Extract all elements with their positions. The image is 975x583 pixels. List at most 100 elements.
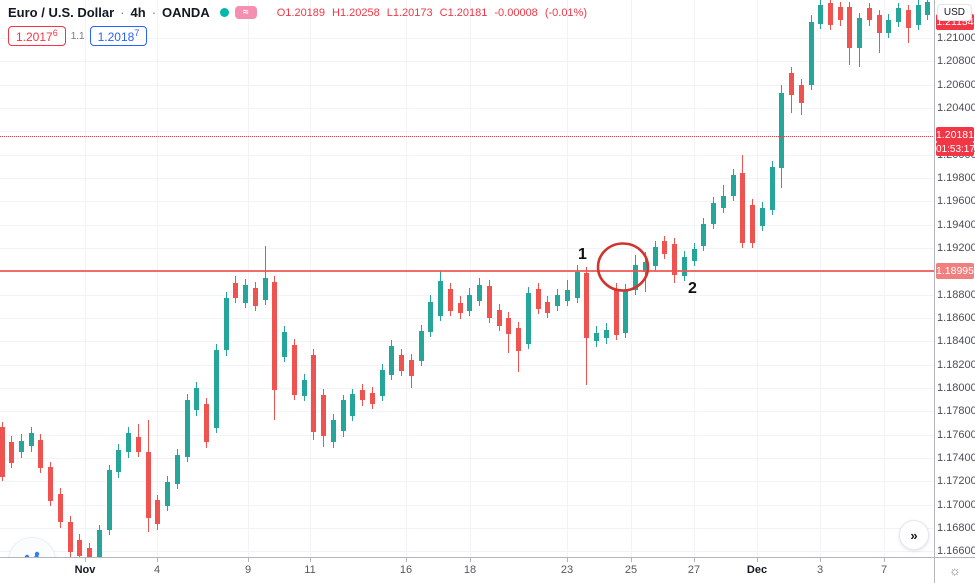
candle-body	[467, 295, 473, 311]
candle-body	[389, 346, 395, 375]
candle-body	[672, 244, 678, 275]
candle-body	[145, 452, 151, 518]
buy-ask-button[interactable]: 1.20187	[89, 26, 148, 46]
candle-body	[633, 265, 639, 290]
candle-body	[77, 540, 83, 556]
horizontal-gridline	[0, 38, 935, 39]
time-label: 9	[244, 564, 252, 576]
horizontal-gridline	[0, 551, 935, 552]
notification-badge-icon[interactable]: ≈	[234, 6, 257, 19]
price-axis[interactable]: USD 1.21154 1.20181 01:53:17 1.18995 1.2…	[934, 0, 975, 558]
price-tick: 1.19200	[937, 242, 975, 254]
candle-body	[652, 247, 658, 266]
vertical-gridline	[884, 0, 885, 558]
time-axis[interactable]: Nov 4 9 11 16 18 23 25 27 Dec 3 7	[0, 557, 935, 583]
horizontal-gridline	[0, 155, 935, 156]
market-status-dot-icon[interactable]	[219, 8, 229, 17]
candle-body	[379, 370, 385, 396]
sell-bid-button[interactable]: 1.20176	[8, 26, 66, 46]
ohlc-readout: O1.20189 H1.20258 L1.20173 C1.20181 -0.0…	[277, 7, 587, 19]
candle-body	[135, 437, 141, 452]
bar-countdown-timer: 01:53:17	[936, 142, 975, 156]
candle-body	[369, 393, 375, 404]
horizontal-gridline	[0, 318, 935, 319]
vertical-gridline	[820, 0, 821, 558]
candle-body	[584, 273, 590, 338]
candle-body	[750, 205, 756, 243]
time-tick	[567, 558, 568, 562]
candle-body	[896, 8, 902, 22]
candle-body	[204, 404, 210, 442]
candle-body	[915, 5, 921, 25]
horizontal-gridline	[0, 388, 935, 389]
candle-body	[613, 290, 619, 335]
time-tick	[884, 558, 885, 562]
horizontal-gridline	[0, 225, 935, 226]
price-tick: 1.18200	[937, 359, 975, 371]
price-tick: 1.17400	[937, 452, 975, 464]
candle-wick	[644, 252, 646, 292]
title-separator: ·	[120, 5, 125, 20]
annotation-label-1: 1	[578, 246, 587, 263]
tradingview-logo[interactable]	[8, 537, 56, 558]
candle-body	[301, 380, 307, 396]
candle-body	[925, 2, 931, 15]
candle-body	[96, 530, 102, 557]
candle-body	[818, 5, 824, 24]
horizontal-gridline	[0, 201, 935, 202]
horizontal-level-line[interactable]	[0, 270, 935, 272]
horizontal-gridline	[0, 458, 935, 459]
candle-body	[174, 455, 180, 484]
candle-body	[18, 441, 24, 452]
exchange-label[interactable]: OANDA	[162, 5, 210, 20]
candle-body	[623, 290, 629, 333]
candle-body	[457, 303, 463, 313]
candle-body	[360, 390, 366, 400]
candle-body	[282, 332, 288, 357]
vertical-gridline	[694, 0, 695, 558]
candle-body	[155, 500, 161, 524]
bid-ask-row: 1.20176 1.1 1.20187	[8, 26, 587, 46]
interval-label[interactable]: 4h	[130, 5, 146, 20]
chart-canvas[interactable]: 1 2 Euro / U.S. Dollar · 4h · OANDA ≈ O1…	[0, 0, 935, 558]
candle-body	[857, 18, 863, 48]
candle-body	[243, 285, 249, 303]
horizontal-gridline	[0, 85, 935, 86]
candle-body	[496, 310, 502, 326]
scroll-right-button[interactable]: »	[899, 520, 929, 550]
currency-unit-button[interactable]: USD	[936, 4, 972, 21]
axis-settings-corner[interactable]: ☼	[934, 557, 975, 583]
candle-body	[38, 440, 44, 468]
symbol-name[interactable]: Euro / U.S. Dollar	[8, 5, 115, 20]
ohlc-open: O1.20189	[276, 6, 326, 19]
time-tick	[470, 558, 471, 562]
ohlc-low: L1.20173	[386, 6, 433, 19]
ask-pip-digit: 7	[134, 28, 140, 38]
price-tick: 1.16800	[937, 522, 975, 534]
candle-body	[769, 167, 775, 210]
vertical-gridline	[757, 0, 758, 558]
candle-body	[642, 262, 648, 272]
price-tick: 1.17200	[937, 475, 975, 487]
gear-icon[interactable]: ☼	[949, 563, 961, 578]
candle-body	[905, 10, 911, 28]
annotation-circle[interactable]	[596, 241, 650, 293]
time-tick	[310, 558, 311, 562]
candle-body	[730, 175, 736, 196]
candle-body	[701, 224, 707, 246]
price-tick: 1.17600	[937, 429, 975, 441]
horizontal-gridline	[0, 505, 935, 506]
time-label: 4	[153, 564, 161, 576]
candle-body	[447, 289, 453, 311]
horizontal-gridline	[0, 481, 935, 482]
time-tick	[820, 558, 821, 562]
price-tick: 1.20600	[937, 79, 975, 91]
level-price-label: 1.18995	[936, 263, 974, 279]
candle-body	[428, 302, 434, 332]
candle-body	[798, 85, 804, 103]
horizontal-gridline	[0, 61, 935, 62]
price-tick: 1.17800	[937, 405, 975, 417]
candle-body	[545, 302, 551, 313]
time-tick	[248, 558, 249, 562]
time-label: Dec	[746, 564, 768, 576]
